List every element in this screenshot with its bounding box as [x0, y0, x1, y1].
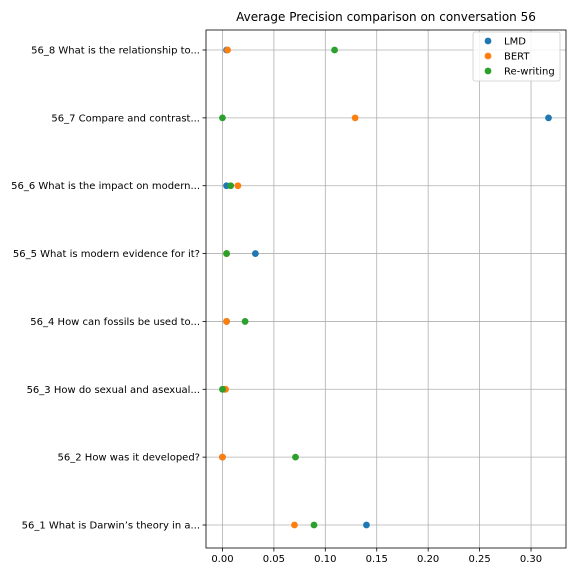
tick-labels: 0.00 0.05 0.10 0.15 0.20 0.25 0.30 56_1 What is… — [11, 46, 542, 566]
x-tick-label: 0.00 — [211, 554, 233, 565]
data-point-bert — [224, 46, 232, 54]
data-point-re-writing — [223, 250, 230, 257]
data-points — [219, 46, 552, 529]
x-tick-label: 0.25 — [468, 554, 490, 565]
x-tick-label: 0.05 — [263, 554, 285, 565]
legend-marker — [484, 37, 492, 45]
legend-label: LMD — [504, 37, 526, 48]
data-point-re-writing — [219, 385, 226, 393]
data-point-bert — [234, 182, 242, 190]
y-tick-label: 56_7 Compare and contrast... — [51, 113, 200, 124]
y-tick-label: 56_1 What is Darwin’s theory in a... — [22, 521, 200, 532]
data-point-lmd — [545, 114, 552, 122]
y-tick-label: 56_4 How can fossils be used to... — [30, 317, 200, 328]
legend-marker — [484, 52, 492, 60]
y-tick-label: 56_8 What is the relationship to... — [31, 46, 200, 57]
data-point-re-writing — [310, 521, 318, 529]
x-tick-label: 0.10 — [314, 554, 336, 565]
y-tick-label: 56_2 How was it developed? — [58, 453, 200, 464]
x-tick-label: 0.15 — [366, 554, 388, 565]
axes — [202, 29, 567, 552]
data-point-bert — [219, 453, 226, 461]
x-tick-label: 0.20 — [417, 554, 439, 565]
data-point-re-writing — [292, 453, 299, 461]
legend-marker — [484, 67, 492, 75]
data-point-re-writing — [241, 318, 249, 325]
data-point-re-writing — [227, 182, 235, 190]
y-tick-label: 56_5 What is modern evidence for it? — [13, 249, 200, 260]
data-point-bert — [351, 114, 359, 122]
data-point-bert — [291, 521, 298, 529]
x-tick-label: 0.30 — [520, 554, 542, 565]
data-point-re-writing — [331, 46, 338, 54]
legend-label: Re-writing — [504, 67, 555, 78]
grid-lines — [206, 30, 566, 548]
data-point-re-writing — [219, 114, 226, 122]
data-point-lmd — [251, 250, 259, 257]
legend: LMD BERT Re-writing — [472, 31, 561, 82]
legend-box — [472, 31, 561, 82]
chart-title: Average Precision comparison on conversa… — [236, 10, 536, 24]
plot-frame — [205, 29, 567, 549]
data-point-lmd — [363, 521, 370, 529]
data-point-bert — [223, 318, 230, 325]
y-tick-label: 56_6 What is the impact on modern... — [11, 181, 200, 192]
legend-label: BERT — [504, 52, 530, 63]
y-tick-label: 56_3 How do sexual and asexual... — [27, 385, 200, 396]
